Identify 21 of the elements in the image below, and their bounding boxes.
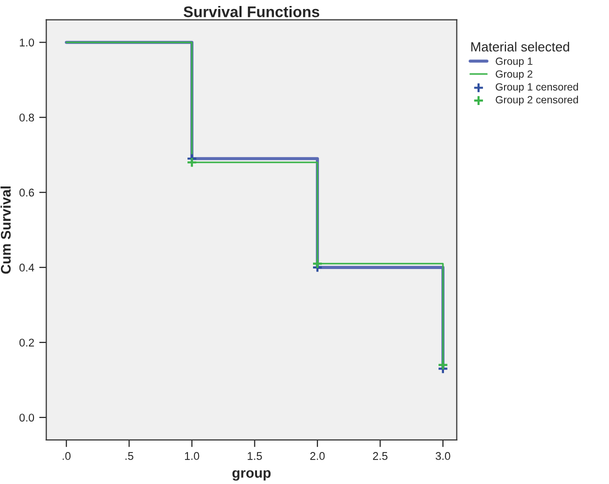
- legend-title: Material selected: [471, 42, 570, 52]
- x-tick-label: 2.5: [373, 452, 388, 460]
- x-tick-label: .5: [126, 452, 134, 460]
- x-tick-label: 3.0: [436, 452, 450, 460]
- y-tick-label: 0.4: [19, 264, 34, 272]
- legend-label: Group 1 censored: [496, 82, 578, 93]
- x-tick-label: 1.5: [248, 452, 262, 460]
- legend-label: Group 1: [496, 58, 532, 67]
- y-tick-label: 0.2: [19, 338, 34, 347]
- y-tick-label: 0.8: [19, 114, 34, 122]
- y-axis-title: Cum Survival: [0, 186, 11, 274]
- x-tick-label: 2.0: [310, 452, 325, 460]
- legend-label: Group 2: [496, 70, 532, 80]
- legend-label: Group 2 censored: [496, 96, 578, 106]
- x-axis-title: group: [232, 470, 271, 481]
- x-tick-label: .0: [62, 452, 71, 460]
- chart-title: Survival Functions: [184, 6, 320, 18]
- y-tick-label: 0.6: [19, 188, 34, 197]
- y-tick-label: 0.0: [19, 414, 34, 422]
- y-tick-label: 1.0: [20, 38, 34, 46]
- x-tick-label: 1.0: [185, 452, 200, 460]
